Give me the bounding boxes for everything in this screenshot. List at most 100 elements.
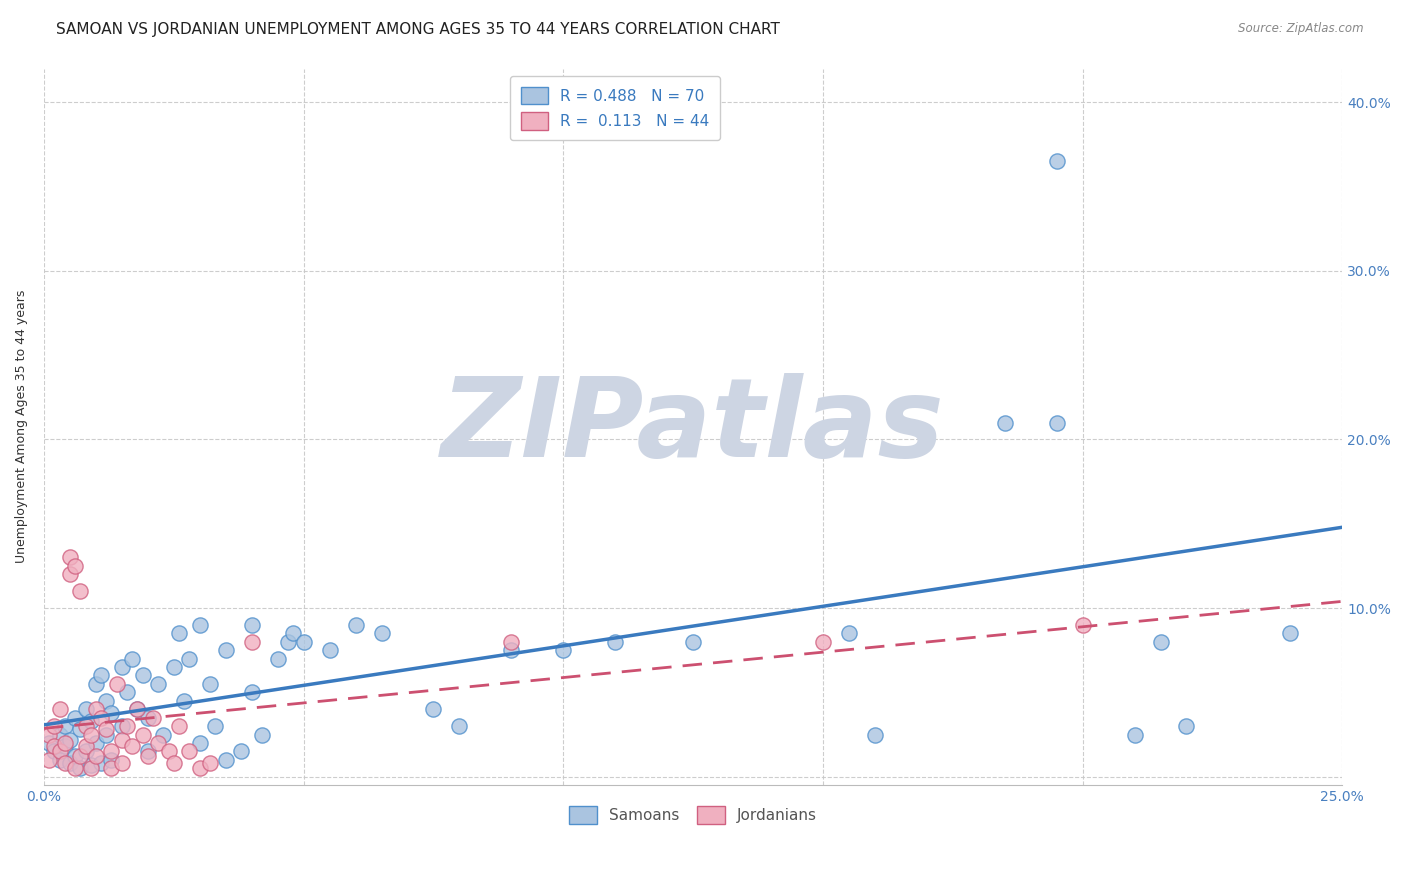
Point: [80, 761, 103, 775]
Point: [84, 749, 107, 764]
Point: [75, 702, 97, 716]
Point: [179, 651, 201, 665]
Point: [59, 550, 82, 565]
Point: [48, 702, 70, 716]
Point: [188, 736, 211, 750]
Point: [1046, 154, 1069, 169]
Point: [277, 634, 299, 648]
Point: [84, 736, 107, 750]
Point: [1071, 618, 1094, 632]
Text: Source: ZipAtlas.com: Source: ZipAtlas.com: [1239, 22, 1364, 36]
Point: [318, 643, 340, 657]
Point: [100, 753, 122, 767]
Point: [111, 756, 134, 771]
Point: [179, 744, 201, 758]
Point: [75, 719, 97, 733]
Point: [90, 756, 112, 771]
Point: [53, 756, 76, 771]
Text: SAMOAN VS JORDANIAN UNEMPLOYMENT AMONG AGES 35 TO 44 YEARS CORRELATION CHART: SAMOAN VS JORDANIAN UNEMPLOYMENT AMONG A…: [56, 22, 780, 37]
Point: [63, 711, 86, 725]
Point: [63, 761, 86, 775]
Point: [605, 634, 627, 648]
Point: [163, 660, 186, 674]
Point: [131, 668, 153, 682]
Point: [75, 739, 97, 754]
Point: [105, 677, 128, 691]
Point: [215, 643, 238, 657]
Point: [215, 753, 238, 767]
Point: [682, 634, 704, 648]
Point: [204, 719, 226, 733]
Point: [63, 558, 86, 573]
Point: [75, 744, 97, 758]
Point: [84, 702, 107, 716]
Point: [838, 626, 860, 640]
Point: [142, 711, 165, 725]
Point: [148, 677, 170, 691]
Point: [44, 719, 66, 733]
Point: [136, 711, 159, 725]
Point: [69, 761, 91, 775]
Point: [994, 416, 1017, 430]
Point: [422, 702, 444, 716]
Point: [1175, 719, 1198, 733]
Point: [111, 719, 134, 733]
Point: [90, 711, 112, 725]
Point: [96, 723, 118, 737]
Point: [53, 719, 76, 733]
Point: [157, 744, 180, 758]
Legend: Samoans, Jordanians: Samoans, Jordanians: [558, 796, 828, 835]
Point: [48, 744, 70, 758]
Point: [501, 634, 523, 648]
Point: [84, 677, 107, 691]
Point: [59, 732, 82, 747]
Point: [136, 744, 159, 758]
Point: [100, 761, 122, 775]
Point: [231, 744, 253, 758]
Point: [1046, 416, 1069, 430]
Point: [100, 706, 122, 720]
Point: [152, 727, 174, 741]
Point: [811, 634, 834, 648]
Point: [198, 756, 221, 771]
Point: [1123, 727, 1146, 741]
Point: [44, 739, 66, 754]
Point: [115, 719, 138, 733]
Point: [370, 626, 392, 640]
Point: [163, 756, 186, 771]
Point: [69, 723, 91, 737]
Point: [283, 626, 305, 640]
Point: [53, 739, 76, 754]
Point: [173, 694, 195, 708]
Point: [553, 643, 575, 657]
Y-axis label: Unemployment Among Ages 35 to 44 years: Unemployment Among Ages 35 to 44 years: [15, 290, 28, 564]
Point: [96, 694, 118, 708]
Point: [167, 719, 190, 733]
Point: [250, 727, 273, 741]
Point: [100, 744, 122, 758]
Point: [69, 584, 91, 599]
Point: [63, 749, 86, 764]
Point: [240, 685, 263, 699]
Point: [188, 761, 211, 775]
Point: [863, 727, 886, 741]
Point: [38, 753, 60, 767]
Point: [167, 626, 190, 640]
Point: [69, 749, 91, 764]
Point: [96, 727, 118, 741]
Point: [344, 618, 367, 632]
Point: [501, 643, 523, 657]
Point: [136, 749, 159, 764]
Point: [80, 757, 103, 772]
Point: [59, 756, 82, 771]
Point: [80, 714, 103, 728]
Point: [1279, 626, 1302, 640]
Point: [80, 727, 103, 741]
Point: [449, 719, 471, 733]
Point: [38, 736, 60, 750]
Point: [240, 618, 263, 632]
Point: [38, 727, 60, 741]
Point: [127, 702, 149, 716]
Point: [53, 736, 76, 750]
Point: [292, 634, 315, 648]
